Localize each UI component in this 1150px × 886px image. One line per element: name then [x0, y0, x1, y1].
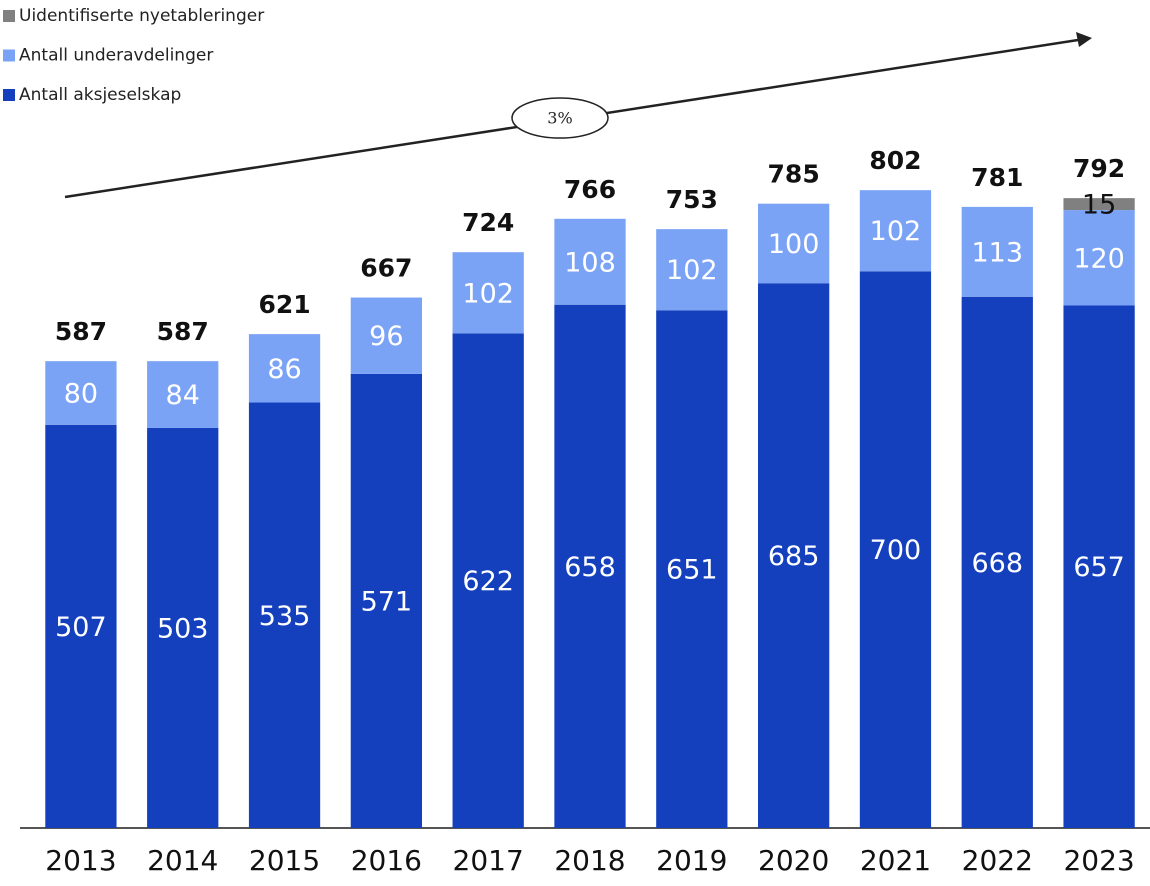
total-label: 802	[869, 146, 921, 175]
bar-segment	[554, 218, 626, 305]
value-label: 535	[259, 601, 311, 632]
value-label: 120	[1073, 243, 1125, 274]
bar-segment	[961, 296, 1033, 828]
bar-segment	[147, 427, 219, 828]
legend-label: Uidentifiserte nyetableringer	[19, 6, 264, 26]
bar-segment	[758, 283, 830, 829]
bar-segment	[350, 297, 422, 374]
bar-segment	[656, 229, 728, 311]
annotation-bubble	[511, 97, 609, 139]
legend-label: Antall underavdelinger	[19, 46, 213, 66]
value-label: 657	[1073, 552, 1125, 583]
x-tick-label: 2013	[45, 844, 116, 877]
total-label: 753	[666, 185, 718, 214]
legend-swatch	[3, 10, 15, 22]
value-label: 658	[564, 552, 616, 583]
x-tick-label: 2014	[147, 844, 218, 877]
total-label: 766	[564, 175, 616, 204]
x-tick-label: 2015	[249, 844, 320, 877]
bar-segment	[961, 206, 1033, 297]
bar-segment	[452, 333, 524, 828]
annotation: 3%	[547, 109, 572, 128]
value-label: 102	[462, 278, 514, 309]
bar-segment	[350, 373, 422, 828]
x-tick-label: 2019	[656, 844, 727, 877]
bar-segment	[1063, 210, 1135, 306]
value-label: 102	[870, 216, 922, 247]
x-tick-label: 2016	[351, 844, 422, 877]
value-label: 100	[768, 229, 820, 260]
value-label: 571	[361, 586, 413, 617]
bar-segment	[859, 271, 932, 828]
x-tick-label: 2022	[962, 844, 1033, 877]
total-label: 785	[768, 160, 820, 189]
legend-swatch	[3, 49, 15, 62]
x-tick-label: 2023	[1063, 844, 1134, 877]
value-label: 503	[157, 613, 209, 644]
x-tick-label: 2020	[758, 844, 829, 877]
value-label: 108	[564, 247, 616, 278]
bar-segment	[45, 361, 117, 425]
bar-segment	[248, 402, 321, 828]
bar-segment	[147, 361, 219, 428]
legend-swatch	[3, 89, 15, 101]
bar-segment	[45, 424, 117, 828]
value-label: 80	[64, 378, 98, 409]
x-tick-label: 2018	[554, 844, 625, 877]
x-tick-label: 2021	[860, 844, 931, 877]
total-label: 587	[157, 317, 209, 346]
arrow-head	[1076, 32, 1092, 47]
bar-segment	[758, 203, 830, 284]
total-label: 781	[971, 163, 1023, 192]
bar-segment	[248, 334, 321, 403]
value-label: 651	[666, 555, 718, 586]
value-label: 113	[971, 237, 1023, 268]
value-label: 84	[166, 380, 200, 411]
total-label: 621	[258, 290, 310, 319]
bar-segment	[452, 252, 524, 334]
total-label: 587	[55, 317, 107, 346]
total-label: 667	[360, 254, 412, 283]
total-label: 792	[1073, 154, 1125, 183]
value-label: 86	[267, 354, 301, 385]
value-label: 507	[55, 612, 107, 643]
value-label: 102	[666, 255, 718, 286]
value-label: 685	[768, 541, 820, 572]
value-label: 96	[369, 321, 403, 352]
bar-segment	[859, 190, 932, 272]
value-label: 668	[971, 548, 1023, 579]
x-tick-label: 2017	[453, 844, 524, 877]
bar-segment	[656, 310, 728, 828]
bar-segment	[1063, 198, 1135, 211]
total-label: 724	[462, 208, 514, 237]
legend-label: Antall aksjeselskap	[19, 85, 181, 105]
value-label: 622	[462, 566, 514, 597]
bar-segment	[554, 304, 626, 828]
value-label: 15	[1082, 190, 1116, 221]
bar-segment	[1063, 305, 1135, 828]
value-label: 700	[870, 535, 922, 566]
